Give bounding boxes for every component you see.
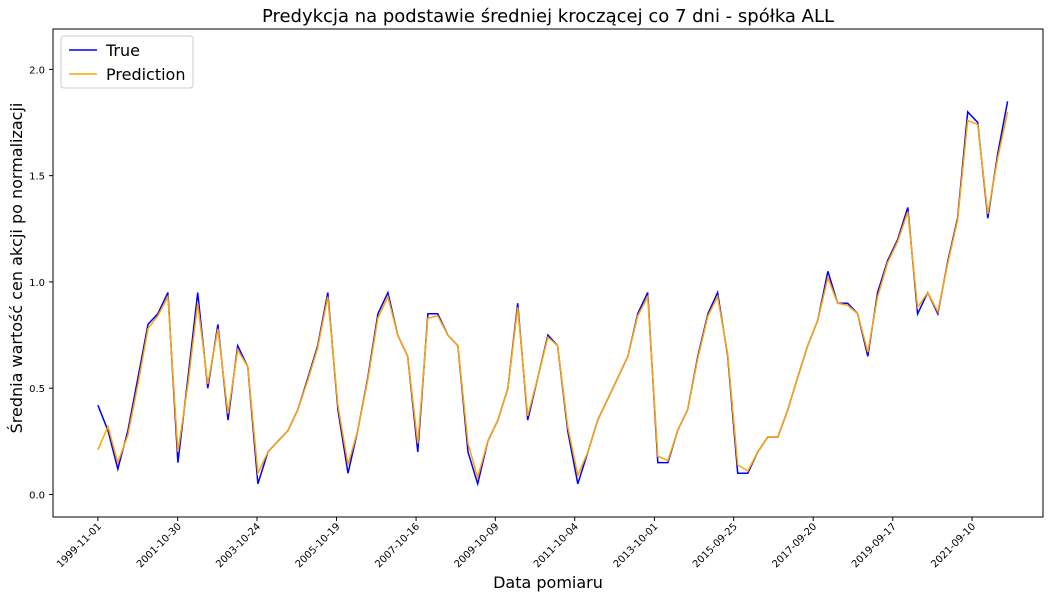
x-tick-label: 1999-11-01 <box>55 521 104 570</box>
x-tick-label: 2021-09-10 <box>929 521 978 570</box>
line-series <box>97 111 1009 481</box>
x-tick-label: 2005-10-19 <box>294 521 343 570</box>
y-tick-label: 0.5 <box>29 384 45 395</box>
line-series <box>97 101 1009 487</box>
x-tick-label: 2009-10-09 <box>453 521 502 570</box>
legend-box <box>60 35 194 89</box>
x-tick-label: 2013-10-01 <box>612 521 661 570</box>
legend-label: True <box>105 41 140 60</box>
y-axis-label: Średnia wartość cen akcji po normalizacj… <box>7 103 26 434</box>
chart-title: Predykcja na podstawie średniej kroczące… <box>262 6 834 27</box>
x-axis-label: Data pomiaru <box>493 573 603 592</box>
x-tick-label: 2001-10-30 <box>135 521 184 570</box>
y-tick-label: 0.0 <box>29 490 45 501</box>
legend-label: Prediction <box>106 65 185 84</box>
x-tick-label: 2017-09-20 <box>770 521 819 570</box>
x-tick-label: 2019-09-17 <box>850 521 899 570</box>
x-tick-label: 2007-10-16 <box>373 521 422 570</box>
y-tick-label: 1.5 <box>29 172 45 183</box>
x-tick-label: 2003-10-24 <box>214 521 263 570</box>
y-tick-label: 2.0 <box>29 65 45 76</box>
x-tick-label: 2015-09-25 <box>691 521 740 570</box>
x-tick-label: 2011-10-04 <box>532 521 581 570</box>
y-tick-label: 1.0 <box>29 278 45 289</box>
plot-frame <box>52 28 1044 518</box>
